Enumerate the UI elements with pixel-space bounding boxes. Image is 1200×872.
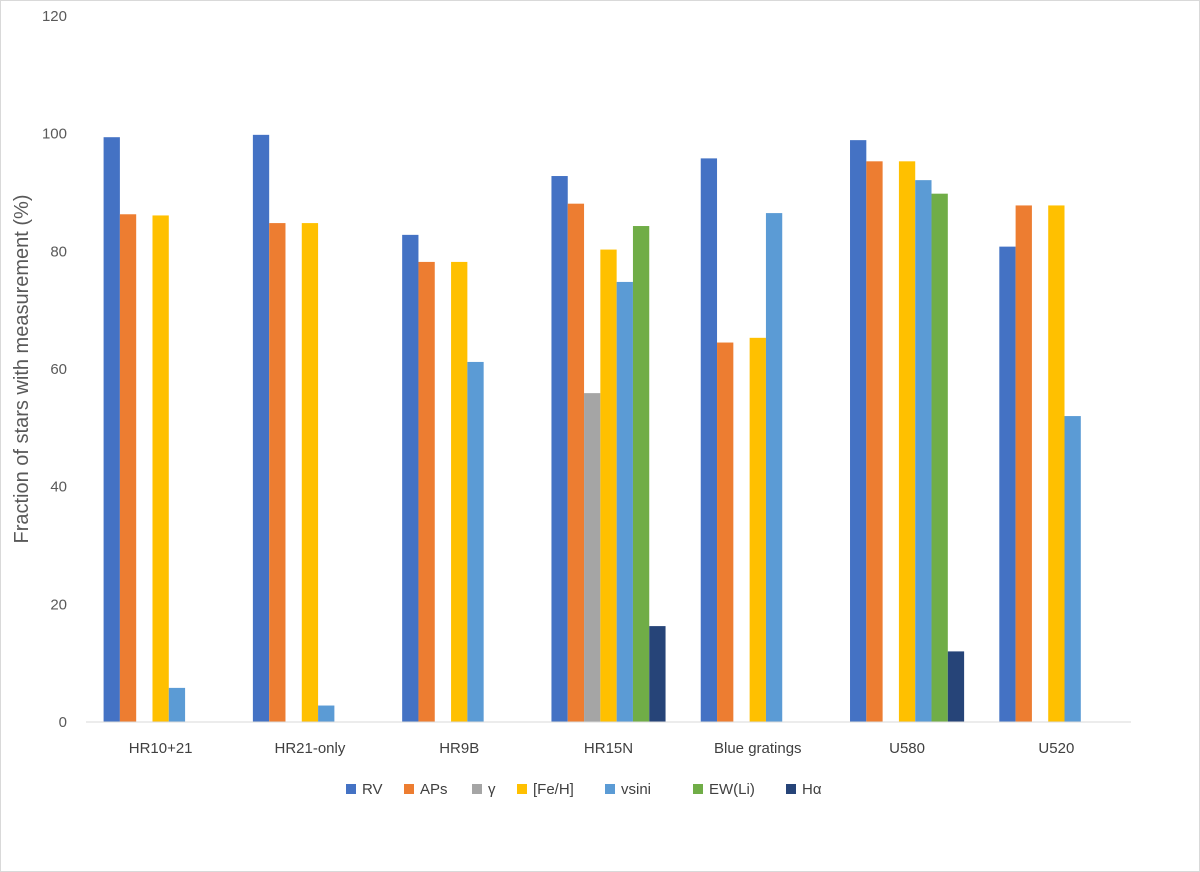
bar	[1015, 205, 1032, 722]
bar	[467, 361, 484, 722]
bar-group	[999, 205, 1081, 722]
legend-label: EW(Li)	[709, 781, 755, 798]
legend-swatch	[517, 784, 527, 794]
x-category-label: U520	[1038, 740, 1074, 757]
bar-group	[850, 140, 965, 722]
bar	[931, 193, 948, 722]
bar	[898, 161, 916, 722]
bar	[616, 281, 633, 722]
bar	[318, 705, 335, 722]
legend-swatch	[693, 784, 703, 794]
bar-group	[700, 158, 783, 722]
y-tick-label: 60	[50, 361, 67, 378]
legend-swatch	[786, 784, 796, 794]
legend-item: RV	[346, 781, 383, 798]
bar	[103, 137, 120, 722]
bar	[632, 226, 650, 722]
bar-group	[252, 134, 335, 723]
bar	[700, 158, 718, 722]
legend-label: vsini	[621, 781, 651, 798]
x-category-label: HR15N	[584, 740, 633, 757]
legend-swatch	[404, 784, 414, 794]
legend-label: γ	[488, 781, 496, 798]
y-tick-label: 100	[42, 126, 67, 143]
bar	[551, 176, 568, 722]
legend-item: Hα	[786, 781, 822, 798]
bar	[999, 246, 1016, 722]
y-axis: 0 20 40 60 80 100 120	[42, 8, 67, 731]
bar	[301, 223, 319, 722]
y-tick-label: 80	[50, 243, 67, 260]
legend-label: [Fe/H]	[533, 781, 574, 798]
bar	[402, 234, 419, 723]
x-category-label: U580	[889, 740, 925, 757]
legend-label: RV	[362, 781, 383, 798]
y-axis-label: Fraction of stars with measurement (%)	[11, 195, 33, 544]
bar	[168, 687, 186, 722]
bar	[252, 134, 270, 723]
legend-label: Hα	[802, 781, 822, 798]
y-tick-label: 40	[50, 479, 67, 496]
bars	[103, 134, 1081, 723]
bar	[584, 393, 601, 722]
bar	[866, 161, 883, 722]
bar	[765, 213, 783, 722]
legend-item: [Fe/H]	[517, 781, 574, 798]
legend-swatch	[605, 784, 615, 794]
legend: RV APs γ [Fe/H] vsini EW(Li) Hα	[346, 781, 822, 798]
bar	[152, 215, 169, 722]
legend-swatch	[472, 784, 482, 794]
bar	[915, 180, 932, 722]
bar	[1064, 416, 1081, 722]
y-tick-label: 0	[59, 714, 67, 731]
bar-group	[402, 234, 484, 723]
legend-label: APs	[420, 781, 448, 798]
bar	[717, 342, 734, 722]
x-category-label: HR9B	[439, 740, 479, 757]
bar	[418, 261, 435, 722]
bar	[850, 140, 867, 722]
x-axis-categories: HR10+21 HR21-only HR9B HR15N Blue gratings U5…	[129, 740, 1075, 757]
legend-item: γ	[472, 781, 496, 798]
bar	[947, 651, 965, 722]
bar	[451, 261, 468, 722]
legend-item: EW(Li)	[693, 781, 755, 798]
legend-swatch	[346, 784, 356, 794]
bar	[269, 223, 286, 722]
bar-group	[103, 137, 186, 722]
bar	[1048, 205, 1065, 722]
legend-item: vsini	[605, 781, 651, 798]
bar	[600, 249, 617, 722]
bar	[567, 203, 585, 722]
bar	[749, 337, 766, 722]
y-tick-label: 120	[42, 8, 67, 25]
bar	[649, 626, 666, 722]
x-category-label: HR21-only	[274, 740, 345, 757]
x-category-label: HR10+21	[129, 740, 193, 757]
legend-item: APs	[404, 781, 448, 798]
x-category-label: Blue gratings	[714, 740, 802, 757]
y-tick-label: 20	[50, 596, 67, 613]
bar	[119, 214, 137, 722]
bar-group	[551, 176, 666, 722]
